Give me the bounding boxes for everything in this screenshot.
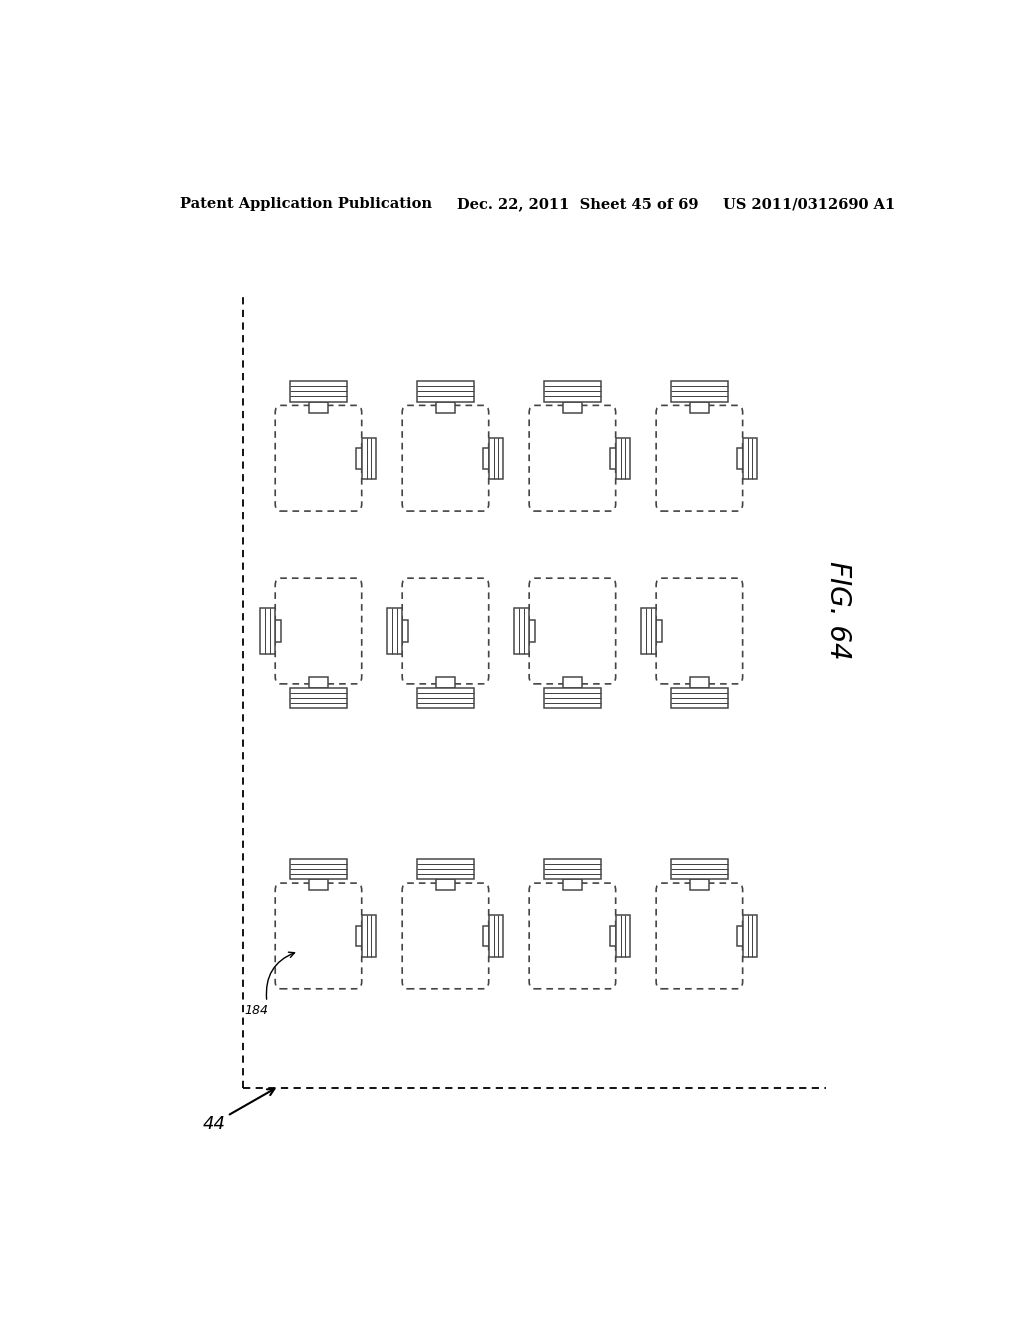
Text: Patent Application Publication: Patent Application Publication (179, 197, 431, 211)
Text: Dec. 22, 2011  Sheet 45 of 69: Dec. 22, 2011 Sheet 45 of 69 (458, 197, 698, 211)
Bar (309, 879, 328, 890)
Text: FIG. 64: FIG. 64 (824, 561, 852, 660)
Bar (690, 879, 709, 890)
FancyBboxPatch shape (275, 405, 361, 511)
Bar (671, 381, 728, 401)
Bar (260, 609, 274, 653)
Bar (610, 925, 616, 946)
Bar (671, 859, 728, 879)
Bar (690, 677, 709, 688)
FancyBboxPatch shape (656, 405, 742, 511)
Bar (274, 619, 281, 643)
Bar (489, 915, 503, 957)
FancyBboxPatch shape (656, 883, 742, 989)
Bar (417, 688, 474, 708)
Text: 44: 44 (202, 1115, 225, 1133)
FancyBboxPatch shape (402, 578, 488, 684)
Bar (489, 438, 503, 479)
Bar (362, 438, 376, 479)
Bar (290, 859, 347, 879)
Bar (544, 859, 601, 879)
Bar (436, 401, 455, 412)
Bar (362, 915, 376, 957)
Bar (290, 381, 347, 401)
Bar (436, 879, 455, 890)
Bar (356, 447, 362, 469)
Bar (387, 609, 401, 653)
Bar (737, 447, 743, 469)
Bar (616, 915, 630, 957)
Bar (436, 677, 455, 688)
Bar (528, 619, 535, 643)
Text: US 2011/0312690 A1: US 2011/0312690 A1 (723, 197, 895, 211)
Bar (655, 619, 662, 643)
Bar (401, 619, 408, 643)
Bar (563, 401, 582, 412)
Bar (309, 677, 328, 688)
Bar (356, 925, 362, 946)
Bar (290, 688, 347, 708)
FancyBboxPatch shape (529, 405, 615, 511)
Bar (743, 915, 757, 957)
Bar (671, 688, 728, 708)
FancyBboxPatch shape (656, 578, 742, 684)
FancyBboxPatch shape (402, 405, 488, 511)
Bar (417, 859, 474, 879)
Bar (737, 925, 743, 946)
Bar (690, 401, 709, 412)
FancyBboxPatch shape (275, 578, 361, 684)
Bar (483, 447, 489, 469)
Bar (563, 677, 582, 688)
FancyBboxPatch shape (402, 883, 488, 989)
Bar (514, 609, 528, 653)
Bar (544, 381, 601, 401)
FancyBboxPatch shape (275, 883, 361, 989)
Bar (743, 438, 757, 479)
Bar (309, 401, 328, 412)
FancyBboxPatch shape (529, 578, 615, 684)
Bar (610, 447, 616, 469)
Text: 184: 184 (245, 1003, 268, 1016)
Bar (544, 688, 601, 708)
Bar (483, 925, 489, 946)
Bar (641, 609, 655, 653)
Bar (616, 438, 630, 479)
FancyBboxPatch shape (529, 883, 615, 989)
Bar (563, 879, 582, 890)
Bar (417, 381, 474, 401)
